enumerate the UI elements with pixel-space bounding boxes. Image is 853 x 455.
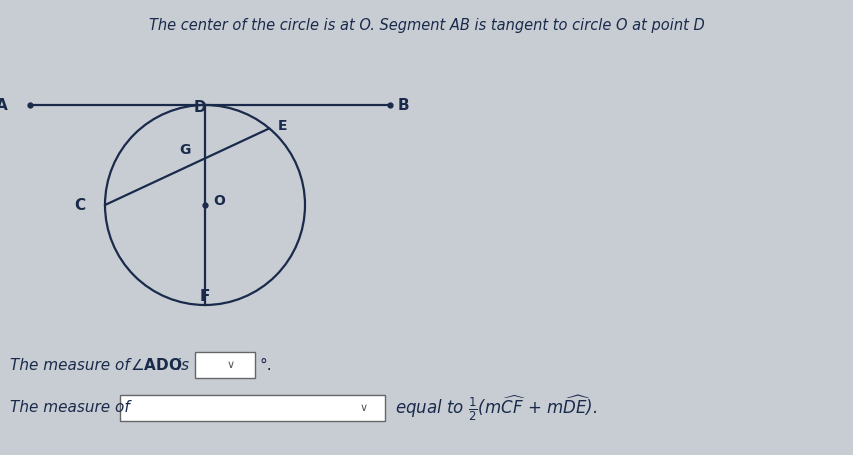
Text: G: G — [179, 143, 191, 157]
Text: $\angle$ADO: $\angle$ADO — [130, 357, 183, 373]
Text: E: E — [277, 119, 287, 133]
Text: C: C — [74, 197, 85, 212]
Text: ∨: ∨ — [227, 360, 235, 370]
Text: The measure of: The measure of — [10, 400, 135, 415]
Text: A: A — [0, 98, 8, 113]
Text: B: B — [397, 98, 409, 113]
Text: The measure of: The measure of — [10, 358, 135, 373]
Text: The center of the circle is at O. Segment AB is tangent to circle O at point D: The center of the circle is at O. Segmen… — [149, 18, 704, 33]
Text: °.: °. — [259, 358, 272, 373]
Text: ∨: ∨ — [359, 403, 368, 413]
Text: O: O — [212, 194, 224, 208]
Bar — [120, 395, 385, 421]
Text: D: D — [194, 100, 206, 115]
Bar — [194, 352, 255, 378]
Text: F: F — [200, 289, 210, 304]
Text: is: is — [171, 358, 189, 373]
Text: equal to $\frac{1}{2}$(m$\widehat{CF}$ + m$\widehat{DE}$).: equal to $\frac{1}{2}$(m$\widehat{CF}$ +… — [395, 393, 596, 423]
